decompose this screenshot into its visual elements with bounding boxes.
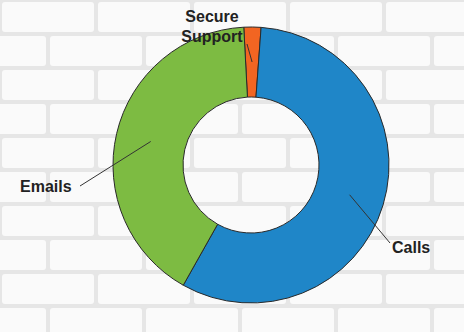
brick [2, 2, 94, 32]
chart: SecureSupport Calls Emails [0, 0, 464, 332]
brick [338, 308, 430, 332]
brick [2, 138, 94, 168]
brick [50, 308, 142, 332]
labels: SecureSupport Calls Emails [20, 8, 430, 256]
brick [0, 104, 46, 134]
slice-label: Calls [392, 239, 430, 256]
slice-label: Emails [20, 178, 72, 195]
brick [50, 36, 142, 66]
brick [386, 138, 464, 168]
brick [434, 172, 464, 202]
leader-line [80, 141, 151, 186]
brick [146, 308, 238, 332]
brick [290, 2, 382, 32]
brick [338, 36, 430, 66]
brick [0, 36, 46, 66]
brick [386, 2, 464, 32]
leader-line [247, 44, 252, 62]
slices [113, 27, 389, 303]
background [0, 0, 464, 332]
slice-label: SecureSupport [181, 8, 243, 45]
brick [98, 2, 190, 32]
brick [242, 308, 334, 332]
brick [2, 274, 94, 304]
brick [194, 138, 286, 168]
leader-line [350, 195, 390, 243]
brick [434, 36, 464, 66]
brick [386, 274, 464, 304]
brick [2, 206, 94, 236]
brick [434, 240, 464, 270]
brick [0, 240, 46, 270]
slice [113, 27, 247, 285]
brick [50, 240, 142, 270]
brick [434, 308, 464, 332]
brick [2, 70, 94, 100]
brick [386, 206, 464, 236]
brick [434, 104, 464, 134]
brick [0, 308, 46, 332]
brick [386, 70, 464, 100]
